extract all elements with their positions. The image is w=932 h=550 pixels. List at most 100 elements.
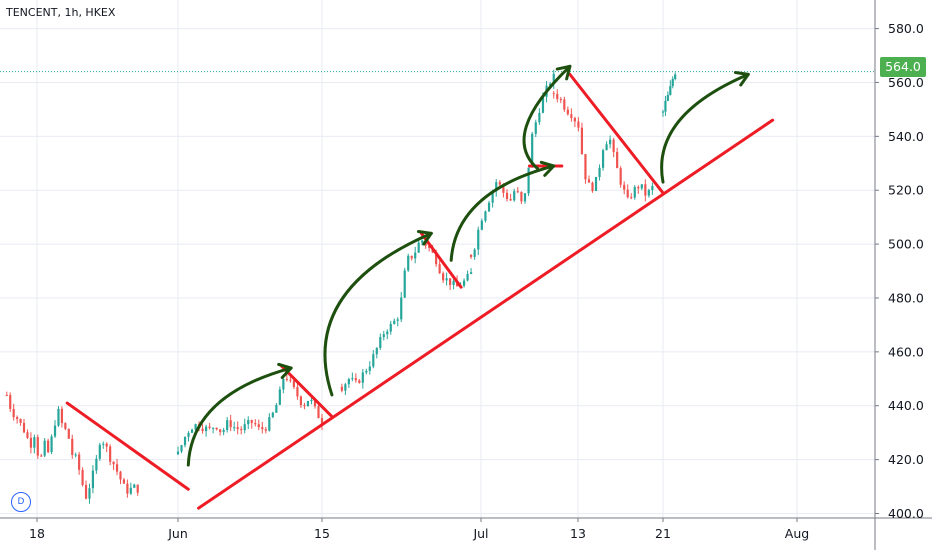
candle-body [480, 220, 483, 230]
candle-body [382, 334, 385, 338]
arrowhead [555, 64, 572, 81]
candle-body [310, 399, 313, 401]
candles [5, 69, 677, 504]
candle-body [598, 167, 601, 177]
candle-body [509, 198, 512, 201]
curved-arrow [186, 366, 293, 467]
x-tick-label: 15 [314, 526, 330, 541]
candle-body [112, 461, 115, 465]
candle-body [60, 408, 64, 424]
candle-body [317, 406, 320, 419]
candle-body [541, 96, 545, 113]
y-tick-label: 420.0 [888, 452, 924, 467]
candle-body [552, 93, 555, 95]
drawings[interactable] [65, 64, 775, 510]
candle-body [580, 127, 584, 155]
x-tick-label: 13 [570, 526, 586, 541]
candle-body [375, 347, 378, 355]
candle-body [282, 378, 285, 390]
candle-body [71, 438, 74, 455]
candle-body [226, 420, 229, 431]
candle-body [442, 273, 445, 281]
arrowhead [416, 230, 433, 246]
y-tick-label: 580.0 [888, 21, 924, 36]
candle-body [261, 427, 264, 430]
y-tick-label: 460.0 [888, 344, 924, 359]
candle-body [57, 408, 60, 426]
candle-body [534, 122, 537, 134]
candle-body [400, 297, 403, 320]
candle-body [609, 139, 612, 145]
candle-body [133, 484, 136, 488]
candle-body [340, 386, 343, 391]
candle-body [299, 396, 303, 406]
candle-body [477, 229, 480, 250]
candle-body [491, 191, 494, 203]
candle-body [421, 240, 424, 243]
candle-body [462, 280, 466, 286]
candle-body [505, 192, 509, 199]
candle-body [74, 454, 77, 456]
candle-body [292, 380, 296, 388]
candle-body [605, 144, 608, 151]
candle-body [644, 184, 647, 196]
trendline [568, 72, 665, 195]
arrowhead [277, 362, 293, 379]
candle-body [466, 274, 469, 281]
candle-body [587, 179, 591, 183]
candle-body [243, 424, 246, 431]
candle-body [552, 73, 555, 84]
candle-body [105, 443, 108, 447]
candle-body [669, 86, 672, 95]
candle-body [264, 429, 267, 431]
candle-body [674, 74, 677, 79]
candle-body [250, 420, 253, 423]
candle-body [78, 454, 81, 470]
candle-body [119, 471, 122, 480]
candle-body [47, 440, 50, 453]
candle-body [626, 189, 629, 198]
candle-body [487, 202, 491, 212]
candle-body [9, 395, 12, 409]
candle-body [591, 182, 594, 192]
candle-body [81, 469, 84, 485]
candle-body [271, 412, 274, 418]
candle-body [354, 378, 357, 381]
candle-body [616, 151, 619, 169]
candle-body [386, 331, 389, 335]
candle-body [520, 191, 523, 202]
candle-body [651, 185, 654, 191]
candle-body [640, 184, 643, 189]
candle-body [495, 182, 498, 192]
candle-body [219, 429, 222, 433]
candle-body [233, 427, 236, 429]
x-tick-label: 21 [655, 526, 671, 541]
candle-body [538, 112, 541, 123]
candle-body [50, 436, 53, 453]
candle-body [523, 193, 527, 202]
candle-body [403, 270, 406, 298]
symbol-title[interactable]: TENCENT, 1h, HKEX [6, 6, 116, 19]
candle-body [502, 184, 505, 193]
candle-body [577, 121, 580, 128]
candle-body [473, 249, 476, 257]
candle-body [16, 417, 19, 419]
candle-body [204, 426, 208, 432]
candle-body [126, 483, 129, 494]
candle-body [630, 197, 633, 199]
candle-body [26, 432, 29, 438]
curved-arrow [323, 231, 433, 397]
candle-body [549, 83, 552, 86]
candle-body [208, 426, 211, 428]
candle-body [469, 272, 473, 275]
candle-body [303, 405, 306, 407]
d-badge-icon[interactable]: D [11, 492, 31, 512]
y-tick-label: 520.0 [888, 183, 924, 198]
candle-body [95, 458, 98, 471]
candle-body [102, 443, 105, 445]
candle-body [351, 378, 354, 380]
candle-body [306, 400, 310, 407]
y-tick-label: 560.0 [888, 75, 924, 90]
